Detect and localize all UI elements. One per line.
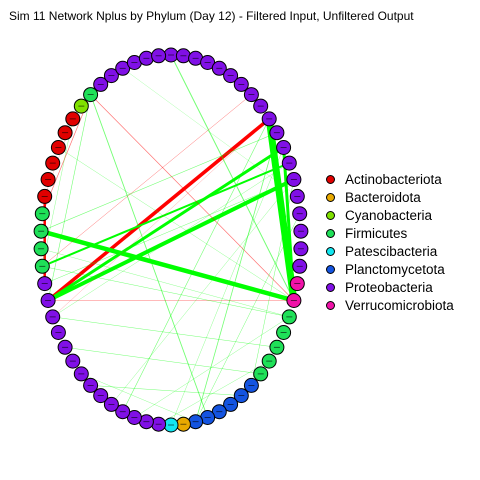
legend-item: Actinobacteriota [326,170,454,188]
legend-label: Patescibacteria [345,243,438,259]
edge-layer [38,54,300,426]
edge-34-24 [158,360,270,425]
legend-item: Firmicutes [326,224,454,242]
edge-31-15 [195,213,300,422]
edge-43-25 [64,347,261,375]
edge-48-7 [42,94,252,267]
legend-label: Bacteroidota [345,189,421,205]
edge-59-46 [47,94,91,301]
edge-57-48 [42,118,74,267]
legend-swatch [326,210,335,220]
edge-49-21 [40,248,290,318]
edge-59-30 [90,94,209,418]
edge-11-20 [282,146,296,302]
edge-10-50 [40,132,278,232]
legend-label: Cyanobacteria [345,207,433,223]
legend-label: Proteobacteria [345,279,433,295]
edge-11-46 [46,146,286,302]
legend-swatch [326,192,335,202]
edge-45-12 [52,162,290,318]
edge-9-37 [122,118,270,413]
legend-swatch [326,174,335,184]
legend: Actinobacteriota Bacteroidota Cyanobacteri… [326,170,454,314]
edge-9-46 [46,117,271,303]
legend-swatch [326,228,335,238]
edge-62-14 [122,68,298,197]
legend-label: Actinobacteriota [345,171,442,187]
legend-item: Patescibacteria [326,242,454,260]
edge-33-11 [170,147,284,426]
legend-label: Planctomycetota [345,261,445,277]
legend-item: Proteobacteria [326,278,454,296]
edge-10-31 [195,132,278,423]
edge-55-20 [58,147,295,301]
legend-item: Planctomycetota [326,260,454,278]
edge-48-21 [42,266,290,318]
edge-59-20 [90,94,295,301]
edge-47-13 [44,179,295,284]
edge-45-23 [52,316,278,348]
edge-45-9 [52,118,270,318]
legend-label: Firmicutes [345,225,408,241]
legend-swatch [326,300,335,310]
legend-item: Bacteroidota [326,188,454,206]
edge-36-21 [134,316,290,418]
legend-label: Verrucomicrobiota [345,297,454,313]
edge-26-13 [251,179,295,386]
legend-swatch [326,246,335,256]
edge-20-50 [38,228,297,303]
edge-9-20 [265,115,298,304]
page-title: Sim 11 Network Nplus by Phylum (Day 12) … [9,9,414,23]
legend-item: Cyanobacteria [326,206,454,224]
legend-item: Verrucomicrobiota [326,296,454,314]
node-layer [33,47,309,433]
edge-38-13 [111,179,295,405]
legend-swatch [326,282,335,292]
edge-40-27 [90,385,242,396]
edge-0-20 [170,54,295,301]
legend-swatch [326,264,335,274]
edge-12-48 [41,162,291,268]
